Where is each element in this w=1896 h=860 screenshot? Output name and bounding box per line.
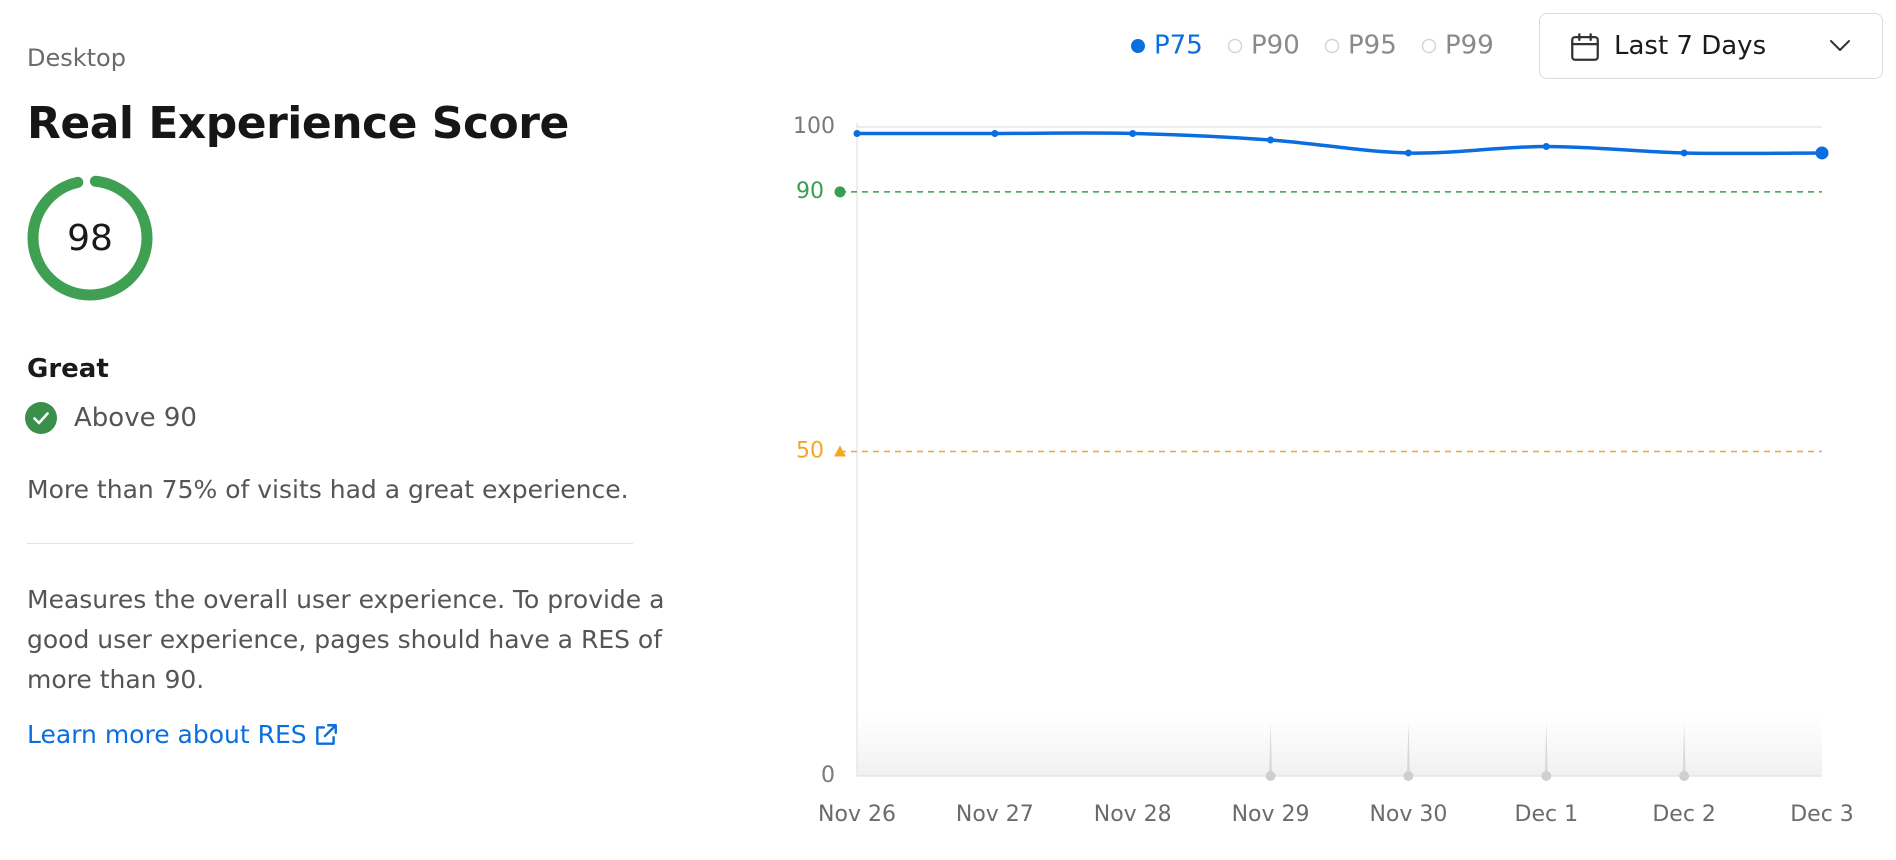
threshold-marker xyxy=(834,445,846,457)
external-icon xyxy=(315,723,337,745)
data-point xyxy=(991,129,999,137)
legend-item[interactable]: P95 xyxy=(1324,31,1397,61)
score-gauge: 98 xyxy=(27,175,153,301)
data-point xyxy=(1815,146,1829,160)
x-tick-label: Nov 29 xyxy=(1232,802,1310,827)
series-line xyxy=(857,131,1823,156)
legend-item[interactable]: P75 xyxy=(1131,31,1203,61)
event-spike xyxy=(1682,722,1686,776)
legend-item[interactable]: P90 xyxy=(1227,31,1300,61)
baseline-fade xyxy=(857,713,1822,776)
data-point xyxy=(1542,142,1550,150)
x-tick-label: Dec 3 xyxy=(1790,802,1854,827)
divider xyxy=(27,543,633,544)
score-value: 98 xyxy=(67,218,113,259)
chevron-icon xyxy=(1830,40,1850,51)
legend-marker xyxy=(1131,39,1145,53)
date-range-text[interactable]: Last 7 Days xyxy=(1614,31,1767,61)
legend-item[interactable]: P99 xyxy=(1421,31,1494,61)
threshold-label: 50 xyxy=(796,439,824,464)
x-tick-label: Nov 30 xyxy=(1369,802,1447,827)
link-text[interactable]: Learn more about RES xyxy=(27,720,307,749)
check-icon xyxy=(25,402,57,434)
x-tick-label: Dec 1 xyxy=(1515,802,1579,827)
legend-marker xyxy=(1421,38,1437,54)
event-dot xyxy=(1403,771,1414,781)
legend-marker xyxy=(1324,38,1340,54)
x-tick-label: Nov 27 xyxy=(956,802,1034,827)
summary: More than 75% of visits had a great expe… xyxy=(27,475,629,504)
data-point xyxy=(1404,149,1412,157)
legend-marker xyxy=(1227,38,1243,54)
rating-label: Great xyxy=(27,354,109,384)
y-tick-label: 0 xyxy=(821,763,835,788)
legend-label[interactable]: P95 xyxy=(1348,31,1397,61)
date-range-dropdown[interactable]: Last 7 Days xyxy=(1539,13,1883,79)
legend-label[interactable]: P90 xyxy=(1251,31,1300,61)
event-dot xyxy=(1265,771,1276,781)
threshold-marker xyxy=(834,186,846,198)
description: Measures the overall user experience. To… xyxy=(27,585,665,694)
legend-label[interactable]: P75 xyxy=(1154,31,1203,61)
x-tick-label: Nov 26 xyxy=(818,802,896,827)
data-point xyxy=(1680,149,1688,157)
rating-criterion: Above 90 xyxy=(74,403,197,433)
legend-label[interactable]: P99 xyxy=(1445,31,1494,61)
data-point xyxy=(1267,136,1275,144)
device-label: Desktop xyxy=(27,44,126,72)
x-tick-label: Dec 2 xyxy=(1652,802,1716,827)
x-tick-label: Nov 28 xyxy=(1094,802,1172,827)
event-dot xyxy=(1679,771,1690,781)
threshold-label: 90 xyxy=(796,179,824,204)
y-tick-label: 100 xyxy=(793,114,835,139)
page-title: Real Experience Score xyxy=(27,98,569,149)
event-spike xyxy=(1406,722,1410,776)
learn-more-link[interactable]: Learn more about RES xyxy=(27,720,339,749)
event-spike xyxy=(1269,722,1273,776)
event-dot xyxy=(1541,771,1552,781)
calendar-icon xyxy=(1571,33,1599,61)
data-point xyxy=(853,129,861,137)
gauge-arc xyxy=(27,175,153,301)
data-point xyxy=(1129,129,1137,137)
event-spike xyxy=(1544,722,1548,776)
